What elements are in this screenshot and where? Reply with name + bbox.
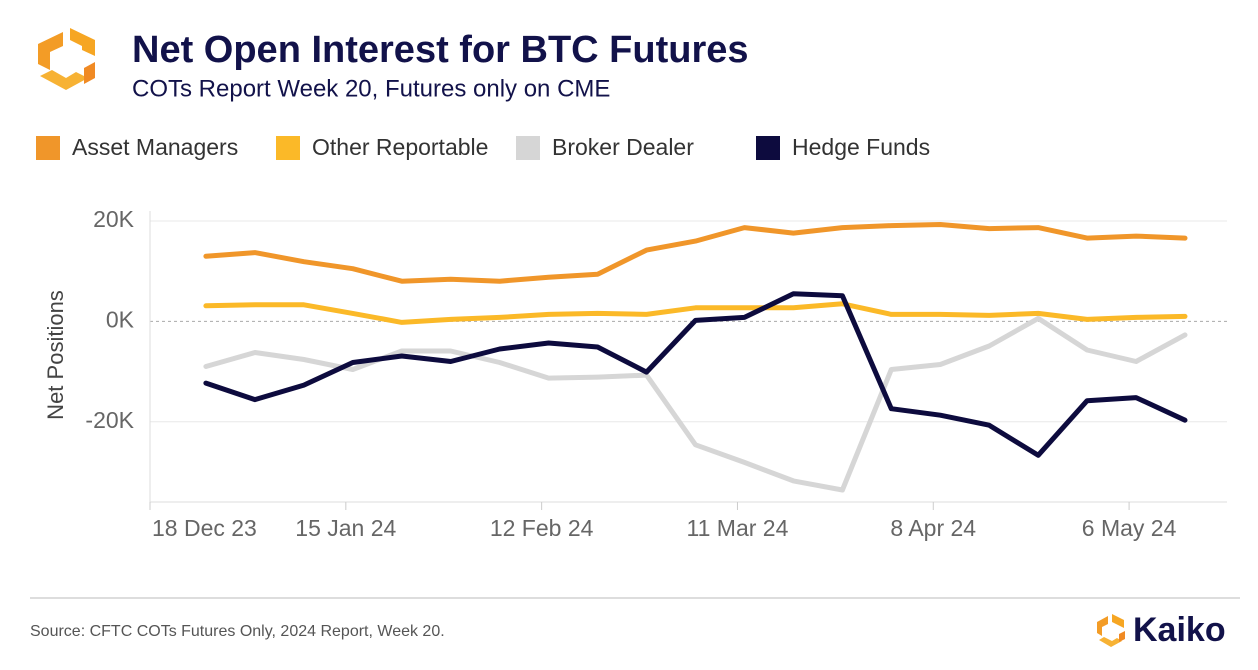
chart-title: Net Open Interest for BTC Futures bbox=[132, 29, 749, 71]
series-line bbox=[203, 315, 1188, 493]
x-tick-label: 11 Mar 24 bbox=[687, 515, 789, 541]
x-tick-label: 12 Feb 24 bbox=[490, 515, 594, 541]
x-tick-label: 8 Apr 24 bbox=[890, 515, 976, 541]
y-tick-label: -20K bbox=[85, 407, 134, 433]
legend-swatch bbox=[756, 136, 780, 160]
y-tick-label: 20K bbox=[93, 206, 135, 232]
legend-label: Broker Dealer bbox=[552, 134, 694, 160]
legend-swatch bbox=[36, 136, 60, 160]
legend-swatch bbox=[276, 136, 300, 160]
legend-swatch bbox=[516, 136, 540, 160]
y-axis-title: Net Positions bbox=[43, 290, 68, 420]
series-line bbox=[203, 301, 1188, 325]
chart-subtitle: COTs Report Week 20, Futures only on CME bbox=[132, 75, 610, 102]
source: Source: CFTC COTs Futures Only, 2024 Rep… bbox=[30, 623, 445, 640]
x-tick-label: 15 Jan 24 bbox=[295, 515, 396, 541]
logo bbox=[38, 28, 95, 90]
series-line bbox=[203, 291, 1188, 458]
legend-label: Hedge Funds bbox=[792, 134, 930, 160]
legend-label: Asset Managers bbox=[72, 134, 238, 160]
y-tick-label: 0K bbox=[106, 306, 135, 332]
legend-label: Other Reportable bbox=[312, 134, 488, 160]
x-tick-label: 18 Dec 23 bbox=[152, 515, 257, 541]
x-tick-label: 6 May 24 bbox=[1082, 515, 1177, 541]
brand: Kaiko bbox=[1133, 611, 1226, 649]
series-line bbox=[203, 222, 1188, 284]
brand-logo bbox=[1097, 614, 1125, 647]
